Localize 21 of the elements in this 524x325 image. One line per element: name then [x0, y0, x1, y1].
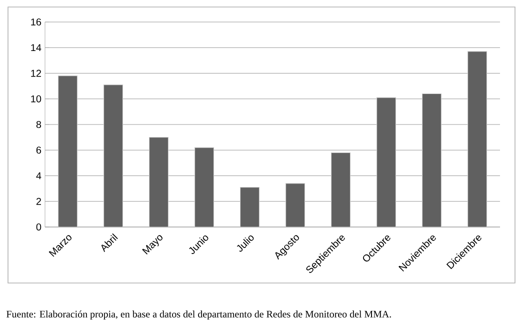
y-tick-label: 12 [31, 70, 41, 77]
x-tick-label: Julio [236, 235, 254, 252]
bar [467, 51, 488, 227]
bar [330, 152, 351, 227]
y-tick-label: 16 [31, 18, 42, 26]
y-tick-label: 10 [31, 95, 42, 102]
bar [148, 137, 169, 227]
y-tick-label: 14 [31, 44, 42, 52]
bar [194, 147, 214, 227]
y-tick-label: 0 [36, 223, 42, 231]
bar [376, 97, 396, 227]
source-note: Fuente: Elaboración propia, en base a datos del departamento de Redes de Monitoreo del MMA. [6, 310, 391, 320]
y-tick-label: 6 [36, 146, 42, 154]
bar [240, 186, 260, 227]
y-tick-label: 2 [36, 198, 41, 205]
y-tick-label: 8 [36, 120, 42, 128]
bar [58, 76, 78, 227]
bar [285, 183, 306, 227]
bar [422, 93, 442, 227]
y-tick-label: 4 [36, 172, 42, 180]
bar [103, 84, 124, 227]
